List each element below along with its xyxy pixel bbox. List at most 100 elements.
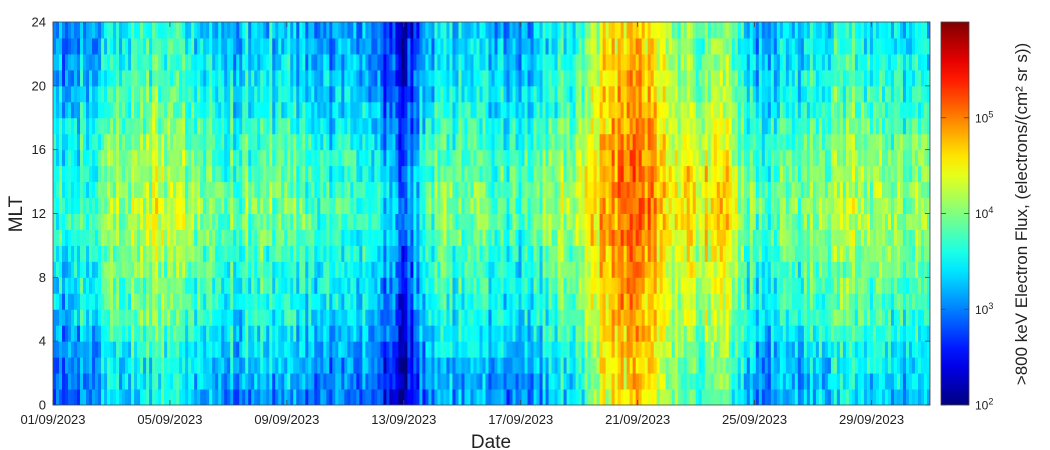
heatmap-cell bbox=[332, 357, 336, 374]
heatmap-cell bbox=[551, 69, 556, 87]
heatmap-cell bbox=[344, 325, 348, 342]
heatmap-cell bbox=[503, 245, 508, 262]
heatmap-cell bbox=[518, 37, 523, 55]
heatmap-cell bbox=[365, 181, 369, 199]
heatmap-cell bbox=[410, 309, 414, 326]
heatmap-cell bbox=[506, 213, 511, 230]
heatmap-cell bbox=[413, 229, 417, 246]
heatmap-cell bbox=[302, 261, 306, 278]
heatmap-cell bbox=[134, 293, 138, 310]
heatmap-cell bbox=[296, 309, 300, 326]
heatmap-cell bbox=[164, 101, 168, 119]
heatmap-cell bbox=[422, 293, 426, 310]
heatmap-cell bbox=[578, 117, 583, 135]
heatmap-cell bbox=[287, 245, 291, 262]
heatmap-cell bbox=[494, 101, 498, 119]
heatmap-cell bbox=[383, 69, 387, 87]
heatmap-cell bbox=[236, 133, 240, 151]
heatmap-cell bbox=[368, 357, 372, 374]
heatmap-cell bbox=[122, 181, 126, 199]
heatmap-cell bbox=[452, 373, 456, 390]
heatmap-cell bbox=[71, 341, 75, 358]
heatmap-cell bbox=[482, 85, 486, 103]
heatmap-cell bbox=[119, 261, 123, 278]
heatmap-cell bbox=[578, 309, 583, 326]
heatmap-cell bbox=[77, 277, 81, 294]
heatmap-cell bbox=[620, 101, 625, 119]
heatmap-cell bbox=[374, 389, 378, 405]
heatmap-cell bbox=[137, 197, 141, 214]
heatmap-cell bbox=[515, 165, 520, 183]
heatmap-cell bbox=[287, 373, 291, 390]
heatmap-cell bbox=[485, 341, 489, 358]
heatmap-cell bbox=[284, 22, 288, 39]
heatmap-cell bbox=[224, 181, 228, 199]
heatmap-cell bbox=[551, 85, 556, 103]
heatmap-cell bbox=[215, 85, 219, 103]
heatmap-cell bbox=[470, 229, 474, 246]
heatmap-cell bbox=[362, 85, 366, 103]
heatmap-cell bbox=[407, 197, 411, 214]
heatmap-cell bbox=[113, 37, 117, 55]
heatmap-cell bbox=[416, 165, 420, 183]
heatmap-cell bbox=[440, 213, 444, 230]
heatmap-cell bbox=[563, 277, 568, 294]
heatmap-cell bbox=[644, 341, 649, 358]
heatmap-cell bbox=[569, 229, 574, 246]
heatmap-cell bbox=[641, 389, 646, 405]
heatmap-cell bbox=[623, 277, 628, 294]
heatmap-cell bbox=[287, 37, 291, 55]
heatmap-cell bbox=[131, 341, 135, 358]
heatmap-cell bbox=[140, 261, 144, 278]
heatmap-cell bbox=[464, 341, 468, 358]
heatmap-cell bbox=[446, 37, 450, 55]
heatmap-cell bbox=[461, 165, 465, 183]
heatmap-cell bbox=[461, 357, 465, 374]
heatmap-cell bbox=[281, 165, 285, 183]
heatmap-cell bbox=[197, 181, 201, 199]
heatmap-cell bbox=[74, 373, 78, 390]
heatmap-cell bbox=[299, 245, 303, 262]
heatmap-cell bbox=[92, 165, 96, 183]
heatmap-cell bbox=[428, 389, 432, 405]
heatmap-cell bbox=[404, 325, 408, 342]
heatmap-cell bbox=[473, 309, 477, 326]
heatmap-cell bbox=[554, 357, 559, 374]
heatmap-cell bbox=[494, 165, 498, 183]
heatmap-cell bbox=[530, 133, 535, 151]
heatmap-cell bbox=[533, 22, 538, 39]
heatmap-cell bbox=[86, 22, 90, 39]
heatmap-cell bbox=[251, 373, 255, 390]
heatmap-cell bbox=[62, 133, 66, 151]
heatmap-cell bbox=[146, 309, 150, 326]
heatmap-cell bbox=[314, 309, 318, 326]
heatmap-cell bbox=[533, 37, 538, 55]
heatmap-cell bbox=[515, 22, 520, 39]
heatmap-cell bbox=[197, 133, 201, 151]
heatmap-cell bbox=[221, 181, 225, 199]
heatmap-cell bbox=[251, 85, 255, 103]
heatmap-cell bbox=[482, 101, 486, 119]
heatmap-cell bbox=[656, 181, 661, 199]
heatmap-cell bbox=[182, 213, 186, 230]
heatmap-cell bbox=[587, 277, 592, 294]
heatmap-cell bbox=[161, 213, 165, 230]
heatmap-cell bbox=[647, 149, 652, 167]
heatmap-cell bbox=[461, 133, 465, 151]
heatmap-cell bbox=[269, 117, 273, 135]
heatmap-cell bbox=[275, 69, 279, 87]
heatmap-cell bbox=[356, 197, 360, 214]
heatmap-cell bbox=[506, 165, 511, 183]
heatmap-cell bbox=[182, 277, 186, 294]
heatmap-cell bbox=[638, 229, 643, 246]
heatmap-cell bbox=[344, 373, 348, 390]
heatmap-cell bbox=[338, 213, 342, 230]
heatmap-cell bbox=[626, 181, 631, 199]
heatmap-cell bbox=[341, 37, 345, 55]
heatmap-cell bbox=[185, 229, 189, 246]
heatmap-cell bbox=[227, 53, 231, 71]
heatmap-cell bbox=[500, 165, 505, 183]
heatmap-cell bbox=[614, 69, 619, 87]
heatmap-cell bbox=[239, 389, 243, 405]
heatmap-cell bbox=[656, 149, 661, 167]
